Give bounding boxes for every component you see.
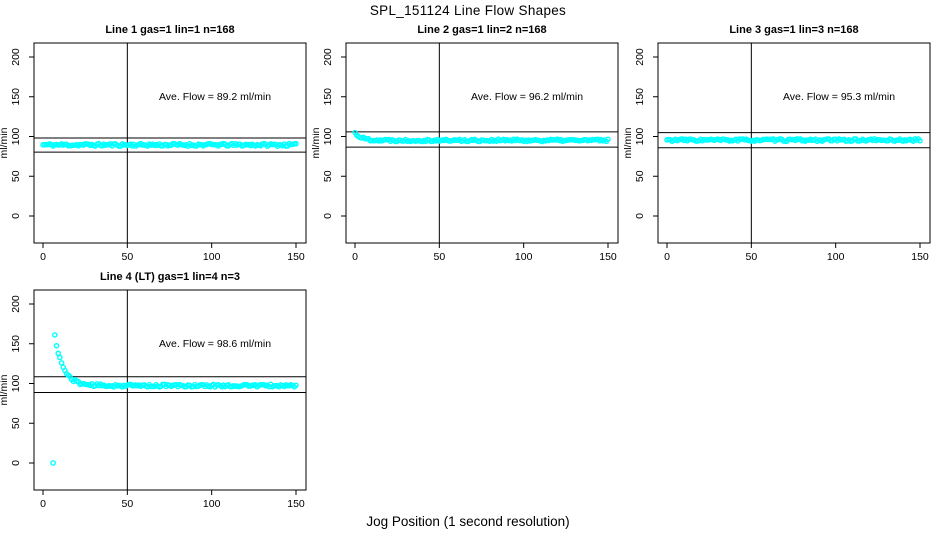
average-flow-annotation: Ave. Flow = 96.2 ml/min: [471, 91, 583, 103]
data-point: [58, 360, 65, 366]
y-tick-label: 50: [10, 170, 22, 182]
plot-box: [657, 42, 931, 244]
panel-plot: Line 4 (LT) gas=1 lin=4 n=3 0 50 100 150 0 50 1…: [0, 271, 307, 510]
data-point: [53, 342, 60, 349]
x-tick-label: 50: [745, 251, 757, 263]
y-tick-label: 100: [634, 128, 646, 146]
x-tick-label: 0: [40, 251, 46, 263]
x-tick-label: 100: [203, 251, 221, 263]
y-tick-label: 50: [634, 170, 646, 182]
y-tick-label: 150: [634, 88, 646, 106]
flow-panel-line-3: Line 3 gas=1 lin=3 n=168 0 50 100 150 0 50 100 1…: [624, 20, 936, 267]
data-point: [293, 382, 299, 389]
x-tick-label: 100: [827, 251, 845, 263]
x-tick-label: 150: [287, 498, 305, 510]
data-point: [293, 140, 299, 147]
y-tick-label: 200: [10, 48, 22, 66]
y-tick-label: 0: [10, 460, 22, 466]
panel-plot: Line 1 gas=1 lin=1 n=168 0 50 100 150 0 50 100 1…: [0, 24, 307, 263]
y-tick-label: 50: [10, 417, 22, 429]
page-title: SPL_151124 Line Flow Shapes: [369, 3, 567, 18]
panel-title: Line 4 (LT) gas=1 lin=4 n=3: [100, 271, 240, 283]
x-tick-label: 0: [664, 251, 670, 263]
plot-box: [33, 42, 307, 244]
plot-box: [345, 42, 619, 244]
panel-title: Line 1 gas=1 lin=1 n=168: [105, 24, 234, 36]
panel-plot: Line 3 gas=1 lin=3 n=168 0 50 100 150 0 50 100 1…: [624, 24, 931, 263]
x-tick-label: 150: [911, 251, 929, 263]
y-axis-label: ml/min: [0, 127, 10, 158]
data-point: [917, 138, 923, 144]
data-points: [352, 129, 611, 145]
x-tick-label: 50: [433, 251, 445, 263]
data-points: [40, 140, 299, 149]
y-axis-label: ml/min: [0, 374, 10, 405]
y-tick-label: 200: [322, 48, 334, 66]
x-tick-label: 100: [515, 251, 533, 263]
x-tick-label: 50: [121, 251, 133, 263]
y-tick-label: 200: [10, 295, 22, 313]
average-flow-annotation: Ave. Flow = 98.6 ml/min: [159, 338, 271, 350]
average-flow-annotation: Ave. Flow = 89.2 ml/min: [159, 91, 271, 103]
y-tick-label: 150: [10, 335, 22, 353]
y-tick-label: 150: [322, 88, 334, 106]
flow-panel-line-2: Line 2 gas=1 lin=2 n=168 0 50 100 150 0 50 100 1…: [312, 20, 624, 267]
plot-box: [33, 289, 307, 491]
data-point: [52, 332, 58, 338]
average-flow-annotation: Ave. Flow = 95.3 ml/min: [783, 91, 895, 103]
flow-panel-line-1: Line 1 gas=1 lin=1 n=168 0 50 100 150 0 50 100 1…: [0, 20, 312, 267]
y-tick-label: 0: [634, 213, 646, 219]
outlier-point: [50, 460, 57, 466]
flow-panel-line-4: Line 4 (LT) gas=1 lin=4 n=3 0 50 100 150 0 50 1…: [0, 267, 312, 514]
y-tick-label: 50: [322, 170, 334, 182]
y-tick-label: 0: [10, 213, 22, 219]
data-point: [57, 354, 63, 361]
y-tick-label: 100: [322, 128, 334, 146]
y-tick-label: 150: [10, 88, 22, 106]
x-tick-label: 150: [599, 251, 617, 263]
x-tick-label: 100: [203, 498, 221, 510]
y-axis-label: ml/min: [624, 127, 634, 158]
data-points: [50, 332, 299, 466]
x-tick-label: 0: [352, 251, 358, 263]
data-point: [605, 136, 611, 143]
data-points: [664, 136, 923, 145]
y-tick-label: 200: [634, 48, 646, 66]
y-axis-label: ml/min: [312, 127, 322, 158]
x-tick-label: 150: [287, 251, 305, 263]
x-tick-label: 0: [40, 498, 46, 510]
y-tick-label: 100: [10, 375, 22, 393]
y-tick-label: 100: [10, 128, 22, 146]
panel-title: Line 3 gas=1 lin=3 n=168: [729, 24, 858, 36]
y-tick-label: 0: [322, 213, 334, 219]
x-axis-label: Jog Position (1 second resolution): [366, 514, 570, 529]
panel-title: Line 2 gas=1 lin=2 n=168: [417, 24, 546, 36]
x-tick-label: 50: [121, 498, 133, 510]
panel-plot: Line 2 gas=1 lin=2 n=168 0 50 100 150 0 50 100 1…: [312, 24, 619, 263]
